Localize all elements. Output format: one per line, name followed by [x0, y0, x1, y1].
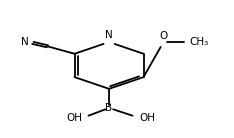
- Text: N: N: [105, 30, 113, 40]
- Text: OH: OH: [139, 112, 155, 123]
- Text: N: N: [21, 37, 28, 47]
- Text: OH: OH: [67, 112, 83, 123]
- Text: O: O: [159, 31, 168, 41]
- Text: B: B: [106, 103, 113, 113]
- Text: CH₃: CH₃: [190, 37, 209, 47]
